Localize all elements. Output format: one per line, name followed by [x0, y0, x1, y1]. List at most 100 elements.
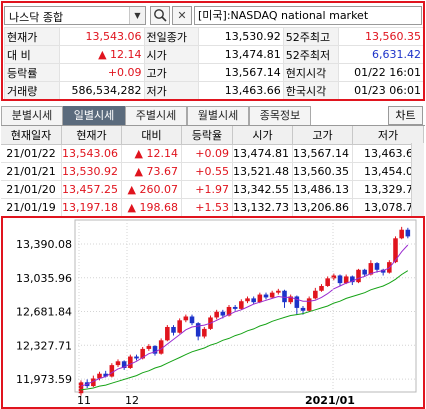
candle-body	[165, 326, 170, 341]
table-cell: 13,132.73	[232, 198, 293, 217]
x-tick-label: 2021/01	[305, 394, 355, 407]
candle-body	[245, 298, 250, 302]
quote-value: 01/23 06:01	[338, 81, 423, 99]
quote-value: 01/22 16:01	[338, 63, 423, 82]
column-header[interactable]: 대비	[121, 126, 182, 145]
table-cell: 13,530.92	[61, 162, 122, 181]
table-cell: ▲ 198.68	[121, 198, 182, 217]
quote-panel: 나스닥 종합 ▼ ✕ [미국]:NASDAQ national market 현…	[1, 1, 425, 101]
vertical-scrollbar[interactable]	[411, 143, 424, 216]
candle-body	[97, 373, 102, 379]
candle-body	[109, 365, 115, 377]
y-tick-label: 12,327.71	[16, 339, 72, 352]
candle-body	[331, 275, 337, 279]
quote-value: 13,463.66	[198, 81, 284, 99]
table-row[interactable]: 21/01/19 13,197.18 ▲ 198.68 +1.53 13,132.73 1…	[1, 198, 424, 217]
quote-label: 저가	[143, 81, 199, 99]
quote-label: 현재가	[4, 27, 60, 46]
table-cell: 21/01/22	[1, 144, 62, 163]
table-row[interactable]: 21/01/21 13,530.92 ▲ 73.67 +0.55 13,521.48 13…	[1, 162, 424, 181]
quote-value: 13,567.14	[198, 63, 284, 82]
table-cell: +1.97	[181, 180, 233, 199]
column-header[interactable]: 현재일자	[1, 126, 62, 145]
table-row[interactable]: 21/01/22 13,543.06 ▲ 12.14 +0.09 13,474.81 13…	[1, 144, 424, 163]
candle-body	[343, 276, 349, 284]
quote-value: 13,543.06	[58, 27, 145, 46]
candle-body	[171, 326, 176, 333]
column-header[interactable]: 저가	[352, 126, 424, 145]
quote-value: ▲ 12.14	[58, 45, 145, 64]
candle-body	[128, 356, 133, 368]
column-header[interactable]: 시가	[232, 126, 293, 145]
table-cell: 13,463.66	[352, 144, 424, 163]
candle-body	[177, 320, 182, 333]
candle-body	[393, 238, 398, 263]
candle-body	[356, 269, 361, 283]
candle-body	[319, 285, 324, 291]
table-cell: ▲ 73.67	[121, 162, 182, 181]
candle-body	[306, 298, 312, 311]
table-cell: 13,567.14	[292, 144, 353, 163]
quote-row: 등락률 +0.09 고가 13,567.14 현지시각 01/22 16:01	[4, 63, 423, 82]
candle-body	[350, 276, 355, 283]
daily-price-grid: 현재일자 현재가 대비 등락율 시가 고가 저가 21/01/22 13,543.06 ▲ 12…	[1, 125, 425, 217]
table-cell: +0.55	[181, 162, 233, 181]
search-button[interactable]	[150, 6, 170, 25]
candle-body	[220, 311, 226, 316]
table-cell: 13,206.86	[292, 198, 353, 217]
candle-body	[269, 292, 275, 298]
tab-1[interactable]: 분별시세	[1, 106, 63, 125]
column-header[interactable]: 등락율	[181, 126, 233, 145]
market-label: [미국]:NASDAQ national market	[194, 6, 422, 25]
quote-value: 13,474.81	[198, 45, 284, 64]
candle-body	[140, 348, 145, 359]
tab-4[interactable]: 월별시세	[187, 106, 249, 125]
candle-body	[214, 311, 219, 318]
candle-body	[226, 306, 232, 316]
quote-value: +0.09	[58, 63, 145, 82]
candle-body	[91, 378, 96, 387]
quote-table: 현재가 13,543.06 전일종가 13,530.92 52주최고 13,560.35 대…	[4, 27, 423, 99]
candle-body	[337, 275, 343, 284]
tab-2[interactable]: 일별시세	[63, 106, 125, 125]
quote-value: 586,534,282	[58, 81, 145, 99]
candle-body	[189, 316, 195, 324]
chevron-down-icon[interactable]: ▼	[129, 7, 145, 24]
candle-body	[121, 361, 127, 368]
chart-button[interactable]: 차트	[388, 106, 423, 125]
column-header[interactable]: 현재가	[61, 126, 122, 145]
column-header[interactable]: 고가	[292, 126, 353, 145]
table-cell: 13,560.35	[292, 162, 353, 181]
quote-label: 현지시각	[282, 63, 339, 82]
table-cell: 13,329.77	[352, 180, 424, 199]
candle-body	[300, 307, 306, 311]
quote-row: 거래량 586,534,282 저가 13,463.66 한국시각 01/23 06:01	[4, 81, 423, 99]
quote-label: 거래량	[4, 81, 60, 99]
tab-5[interactable]: 종목정보	[249, 106, 311, 125]
candle-body	[399, 229, 404, 239]
candle-body	[263, 294, 269, 298]
table-cell: 21/01/20	[1, 180, 62, 199]
candle-body	[368, 263, 374, 275]
close-icon[interactable]: ✕	[172, 6, 192, 25]
quote-value: 13,530.92	[198, 27, 284, 46]
candle-body	[325, 278, 330, 286]
y-tick-label: 12,681.84	[16, 306, 72, 319]
table-cell: 13,521.48	[232, 162, 293, 181]
table-cell: +0.09	[181, 144, 233, 163]
table-cell: 13,454.08	[352, 162, 424, 181]
quote-label: 전일종가	[143, 27, 199, 46]
candle-body	[313, 290, 318, 299]
table-cell: 13,457.25	[61, 180, 122, 199]
tab-3[interactable]: 주별시세	[125, 106, 187, 125]
table-cell: 13,342.55	[232, 180, 293, 199]
table-cell: 13,486.13	[292, 180, 353, 199]
symbol-combo[interactable]: 나스닥 종합 ▼	[4, 6, 146, 25]
candle-body	[103, 373, 108, 377]
candle-body	[115, 361, 121, 366]
quote-label: 한국시각	[282, 81, 339, 99]
table-row[interactable]: 21/01/20 13,457.25 ▲ 260.07 +1.97 13,342.55 1…	[1, 180, 424, 199]
search-icon	[154, 9, 167, 22]
candle-body	[232, 306, 238, 309]
symbol-name: 나스닥 종합	[9, 11, 64, 24]
